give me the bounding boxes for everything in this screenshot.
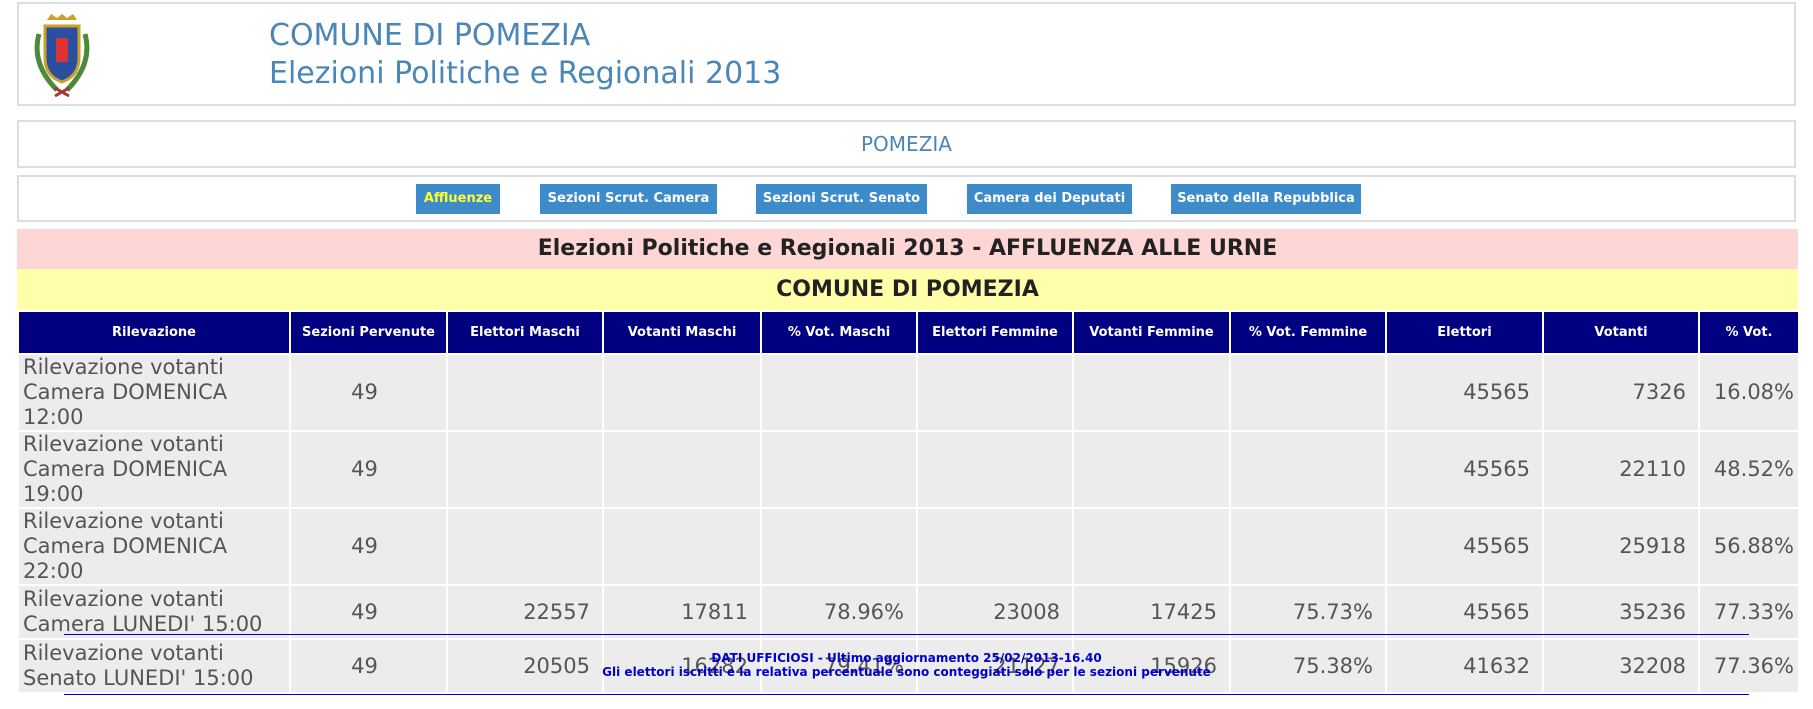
table-cell: 21127: [916, 638, 1074, 694]
table-cell: 78.96%: [760, 584, 918, 640]
table-cell: 79.41%: [760, 638, 918, 694]
table-row: Rilevazione votanti Camera DOMENICA 22:0…: [17, 507, 1800, 586]
table-row: Rilevazione votanti Camera DOMENICA 12:0…: [17, 353, 1800, 432]
table-cell: 22110: [1542, 430, 1700, 509]
table-cell: [1072, 507, 1231, 586]
table-cell: 41632: [1385, 638, 1544, 694]
nav-bar: Affluenze Sezioni Scrut. Camera Sezioni Sc…: [17, 175, 1796, 222]
table-cell: 7326: [1542, 353, 1700, 432]
header-subtitle: Elezioni Politiche e Regionali 2013: [269, 56, 782, 91]
table-cell: [916, 430, 1074, 509]
table-cell: [760, 430, 918, 509]
column-header: Elettori Femmine: [916, 310, 1074, 355]
table-cell: 25918: [1542, 507, 1700, 586]
table-cell: 75.38%: [1229, 638, 1387, 694]
table-cell: [916, 507, 1074, 586]
table-cell: 77.33%: [1698, 584, 1800, 640]
table-cell: [760, 353, 918, 432]
nav-button[interactable]: Affluenze: [416, 184, 500, 214]
footer-line: Gli elettori iscritti e la relativa perc…: [602, 665, 1211, 679]
table-cell: 20505: [446, 638, 604, 694]
table-cell: 23008: [916, 584, 1074, 640]
column-header: % Vot. Maschi: [760, 310, 918, 355]
column-header: Votanti Femmine: [1072, 310, 1231, 355]
logo: [34, 14, 90, 98]
table-cell: [916, 353, 1074, 432]
table-cell: 45565: [1385, 430, 1544, 509]
table-cell: 15926: [1072, 638, 1231, 694]
nav-button[interactable]: Sezioni Scrut. Senato: [756, 184, 927, 214]
table-cell: 17811: [602, 584, 762, 640]
column-header: Votanti Maschi: [602, 310, 762, 355]
table-cell: 32208: [1542, 638, 1700, 694]
table-cell: [1072, 430, 1231, 509]
table-cell: 56.88%: [1698, 507, 1800, 586]
table-row: Rilevazione votanti Senato LUNEDI' 15:00…: [17, 638, 1800, 694]
column-header: Sezioni Pervenute: [289, 310, 448, 355]
footer-line: DATI UFFICIOSI - Ultimo aggiornamento 25…: [711, 651, 1102, 665]
header: COMUNE DI POMEZIA Elezioni Politiche e R…: [17, 2, 1796, 106]
divider: [64, 634, 1749, 635]
nav-button[interactable]: Camera dei Deputati: [967, 184, 1132, 214]
table-cell: 49: [289, 638, 448, 694]
column-header: Elettori: [1385, 310, 1544, 355]
column-header: % Vot. Femmine: [1229, 310, 1387, 355]
table-cell: 16.08%: [1698, 353, 1800, 432]
table-cell: 49: [289, 353, 448, 432]
table-title: Elezioni Politiche e Regionali 2013 - AF…: [17, 229, 1798, 269]
turnout-table: Rilevazione Sezioni Pervenute Elettori Mas…: [17, 310, 1800, 694]
column-header: Rilevazione: [17, 310, 291, 355]
nav-button[interactable]: Sezioni Scrut. Camera: [540, 184, 717, 214]
table-cell: Rilevazione votanti Camera DOMENICA 22:0…: [17, 507, 291, 586]
table-cell: [760, 507, 918, 586]
table-cell: [446, 507, 604, 586]
table-cell: 16282: [602, 638, 762, 694]
nav-button[interactable]: Senato della Repubblica: [1171, 184, 1361, 214]
table-cell: [1229, 507, 1387, 586]
table-cell: Rilevazione votanti Camera LUNEDI' 15:00: [17, 584, 291, 640]
table-cell: 49: [289, 507, 448, 586]
column-header: % Vot.: [1698, 310, 1800, 355]
table-cell: 45565: [1385, 584, 1544, 640]
table-cell: Rilevazione votanti Camera DOMENICA 19:0…: [17, 430, 291, 509]
header-title: COMUNE DI POMEZIA: [269, 18, 591, 53]
table-cell: Rilevazione votanti Camera DOMENICA 12:0…: [17, 353, 291, 432]
table-cell: [446, 430, 604, 509]
table-cell: 75.73%: [1229, 584, 1387, 640]
table-cell: 22557: [446, 584, 604, 640]
table-cell: [446, 353, 604, 432]
location: POMEZIA: [17, 120, 1796, 168]
table-cell: [1229, 353, 1387, 432]
table-cell: 17425: [1072, 584, 1231, 640]
column-header: Votanti: [1542, 310, 1700, 355]
table-cell: 77.36%: [1698, 638, 1800, 694]
column-header: Elettori Maschi: [446, 310, 604, 355]
table-cell: [602, 430, 762, 509]
table-cell: [602, 507, 762, 586]
table-cell: Rilevazione votanti Senato LUNEDI' 15:00: [17, 638, 291, 694]
table-cell: [1229, 430, 1387, 509]
table-cell: 35236: [1542, 584, 1700, 640]
table-cell: 45565: [1385, 507, 1544, 586]
table-cell: 49: [289, 430, 448, 509]
table-row: Rilevazione votanti Camera LUNEDI' 15:00…: [17, 584, 1800, 640]
table-cell: 45565: [1385, 353, 1544, 432]
table-cell: 48.52%: [1698, 430, 1800, 509]
table-cell: [1072, 353, 1231, 432]
table-subtitle: COMUNE DI POMEZIA: [17, 269, 1798, 310]
table-cell: 49: [289, 584, 448, 640]
table-row: Rilevazione votanti Camera DOMENICA 19:0…: [17, 430, 1800, 509]
table-cell: [602, 353, 762, 432]
divider: [64, 694, 1749, 695]
